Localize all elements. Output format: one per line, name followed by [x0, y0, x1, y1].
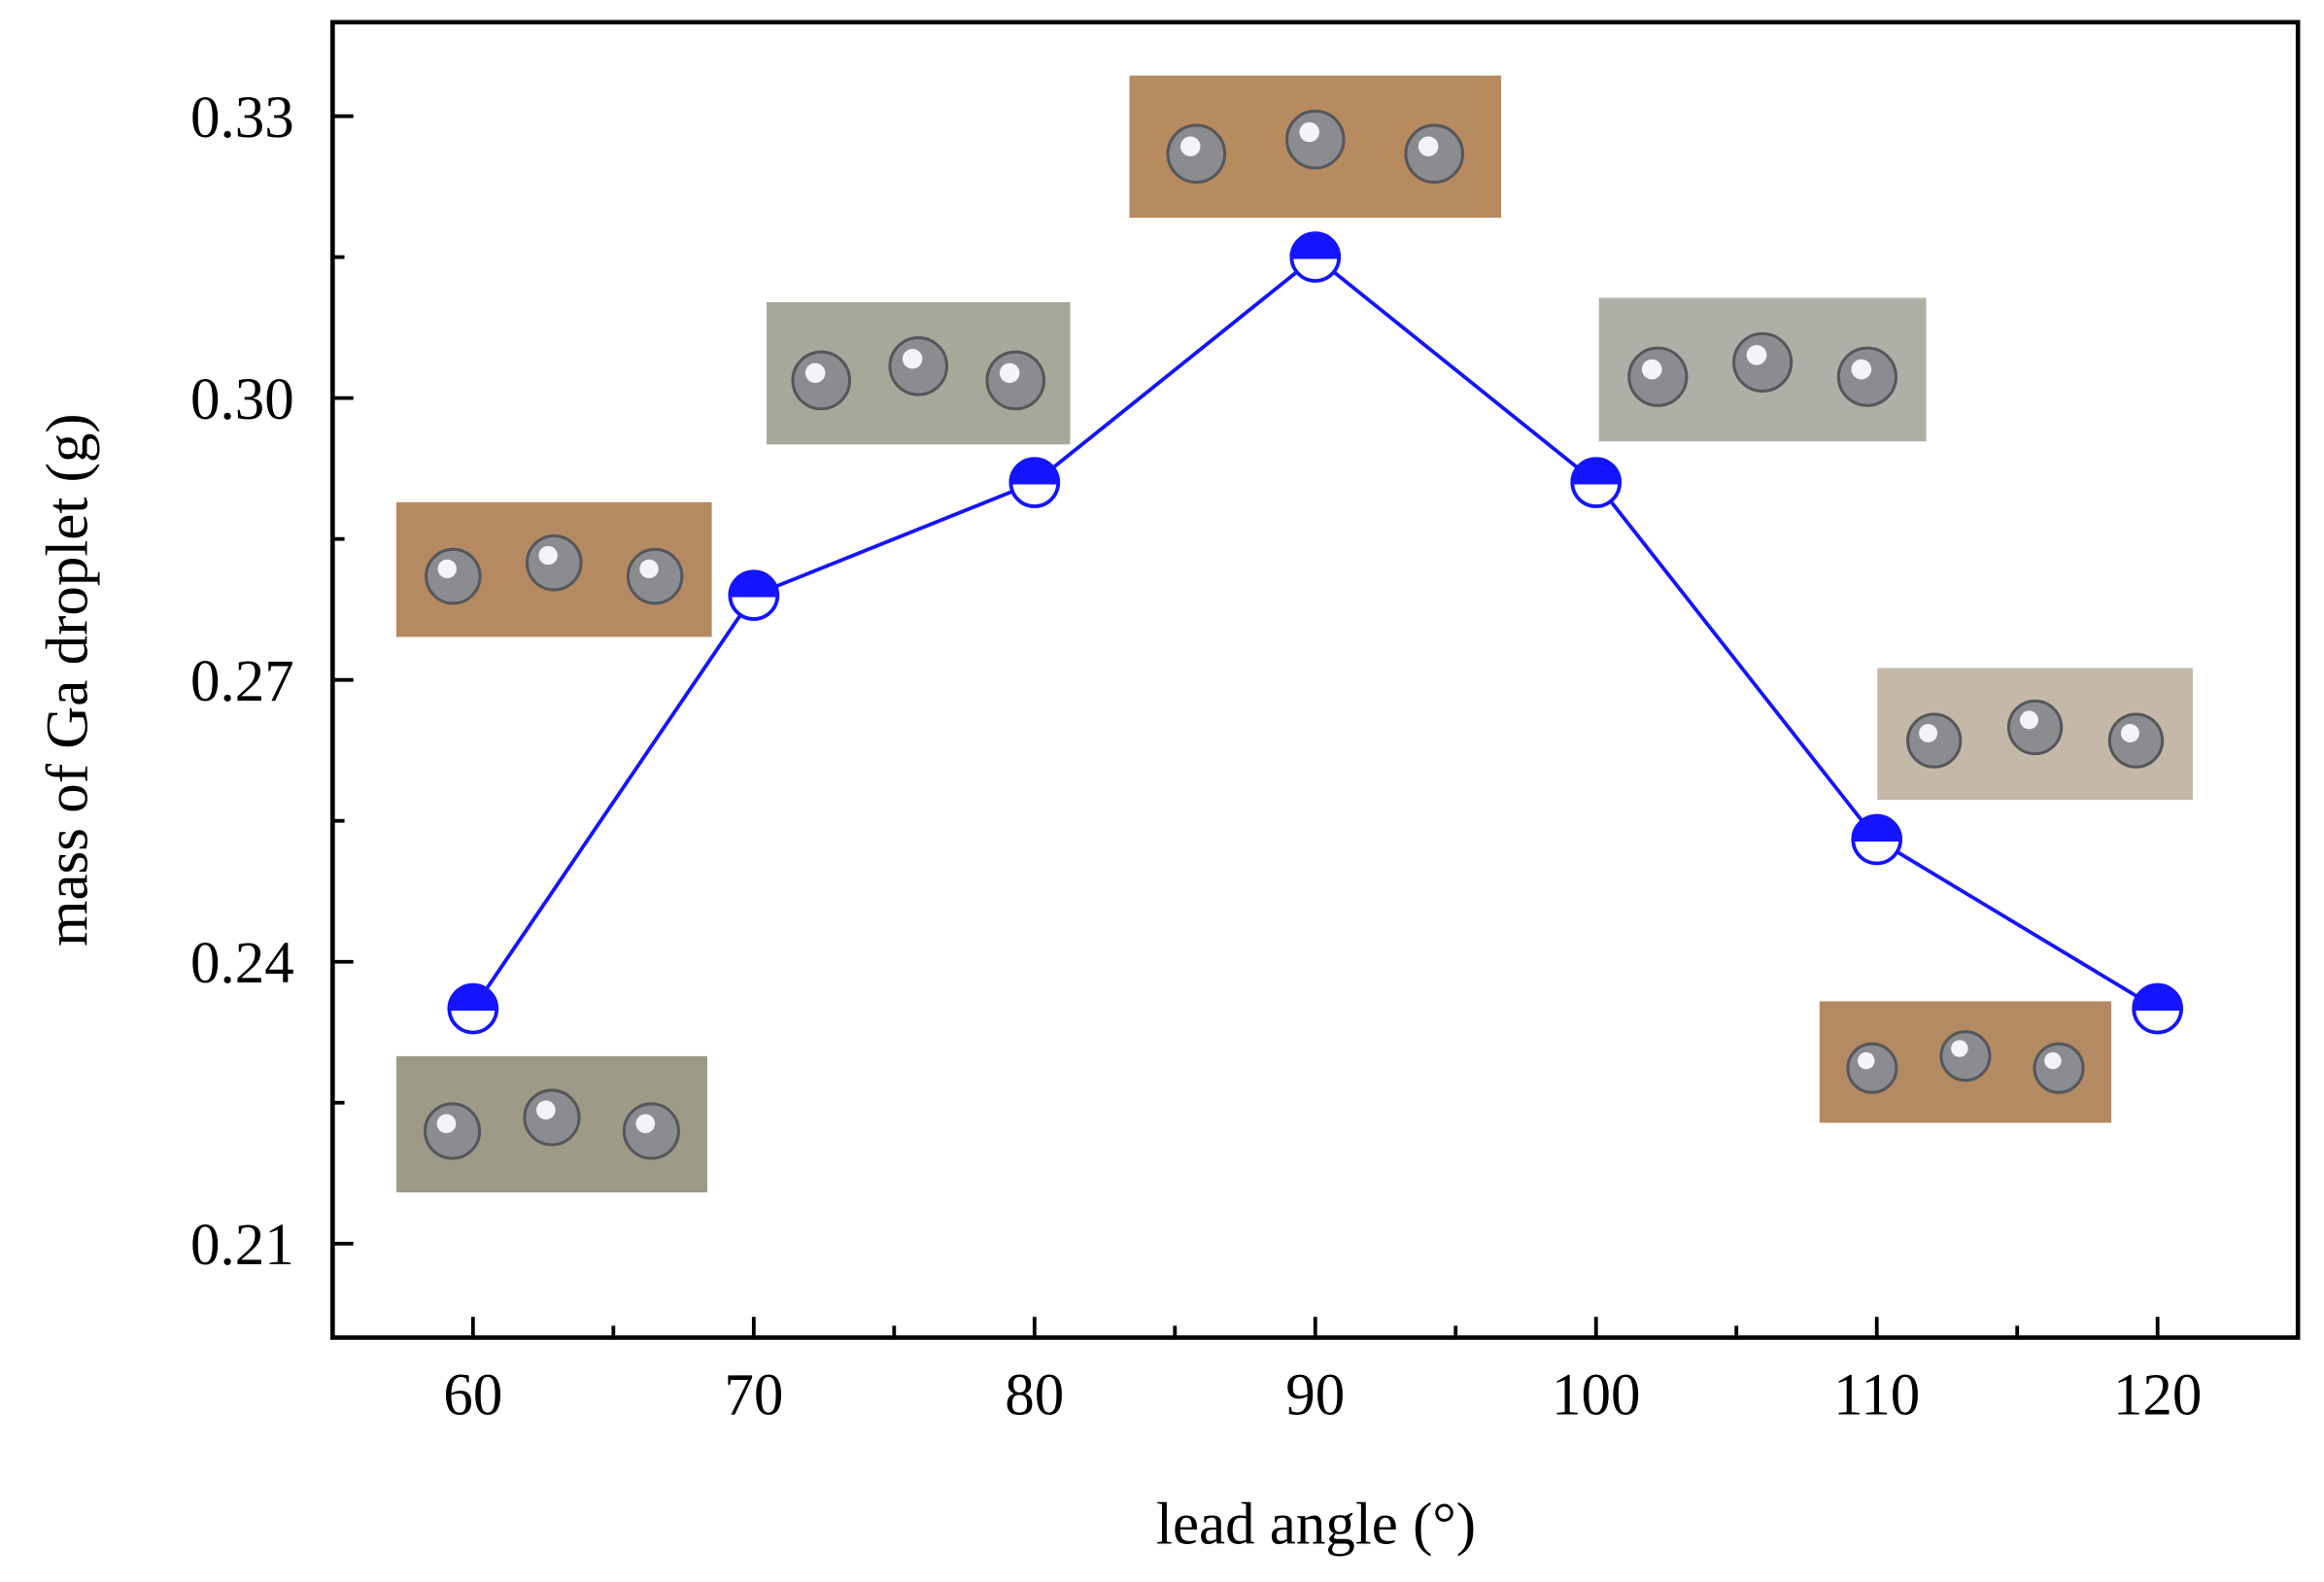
- droplet-highlight: [1858, 1051, 1875, 1070]
- droplet-highlight: [536, 1100, 556, 1120]
- droplet-highlight: [999, 362, 1020, 384]
- droplet-highlight: [1851, 359, 1872, 380]
- y-tick-label: 0.27: [190, 649, 294, 714]
- x-tick-label: 60: [443, 1363, 502, 1428]
- droplet: [1906, 712, 1963, 769]
- point-top-half: [447, 982, 499, 1011]
- point-top-half: [1008, 457, 1061, 485]
- point-top-half: [1289, 231, 1342, 259]
- droplet-highlight: [1641, 359, 1662, 380]
- y-tick-label: 0.24: [190, 931, 294, 996]
- droplet: [626, 547, 684, 605]
- droplet-highlight: [902, 348, 923, 369]
- droplet-highlight: [538, 545, 558, 566]
- x-tick-label: 120: [2113, 1363, 2202, 1428]
- droplet-highlight: [635, 1114, 656, 1134]
- droplet-highlight: [1418, 136, 1439, 156]
- droplet-highlight: [2020, 710, 2039, 730]
- droplet: [2006, 699, 2064, 756]
- droplet: [1846, 1042, 1898, 1094]
- droplet-highlight: [2044, 1051, 2062, 1070]
- point-top-half: [1851, 813, 1903, 842]
- y-axis-title: mass of Ga droplet (g): [35, 413, 100, 946]
- droplet: [2033, 1042, 2085, 1094]
- point: [1570, 457, 1623, 508]
- photo-insets: [395, 75, 2193, 1193]
- x-tick-label: 70: [724, 1363, 783, 1428]
- droplet-highlight: [1299, 121, 1319, 143]
- x-tick-label: 80: [1005, 1363, 1064, 1428]
- droplet-highlight: [1746, 344, 1767, 365]
- point: [1851, 813, 1903, 866]
- droplet: [425, 547, 482, 605]
- droplet-highlight: [1951, 1040, 1968, 1057]
- x-tick-label: 100: [1552, 1363, 1640, 1428]
- y-tick-label: 0.21: [190, 1213, 294, 1278]
- droplet-highlight: [437, 559, 457, 579]
- point: [447, 982, 499, 1035]
- droplet: [1939, 1030, 1992, 1083]
- droplet: [2107, 712, 2165, 769]
- point: [2132, 982, 2183, 1035]
- droplet: [525, 533, 583, 592]
- point: [728, 569, 780, 621]
- x-tick-label: 110: [1833, 1363, 1920, 1428]
- droplet-highlight: [1919, 723, 1938, 742]
- point: [1289, 231, 1342, 283]
- point: [1008, 457, 1061, 508]
- droplet-highlight: [639, 559, 659, 579]
- point-top-half: [2132, 982, 2183, 1011]
- y-tick-label: 0.33: [190, 86, 294, 151]
- droplet-highlight: [804, 362, 826, 384]
- droplet-highlight: [436, 1114, 457, 1134]
- x-axis-title: lead angle (°): [1156, 1492, 1476, 1557]
- droplet-highlight: [1179, 136, 1201, 156]
- droplet-highlight: [2120, 723, 2139, 742]
- point-top-half: [1570, 457, 1623, 485]
- point-top-half: [728, 569, 780, 598]
- x-tick-label: 90: [1285, 1363, 1345, 1428]
- y-tick-label: 0.30: [190, 367, 294, 432]
